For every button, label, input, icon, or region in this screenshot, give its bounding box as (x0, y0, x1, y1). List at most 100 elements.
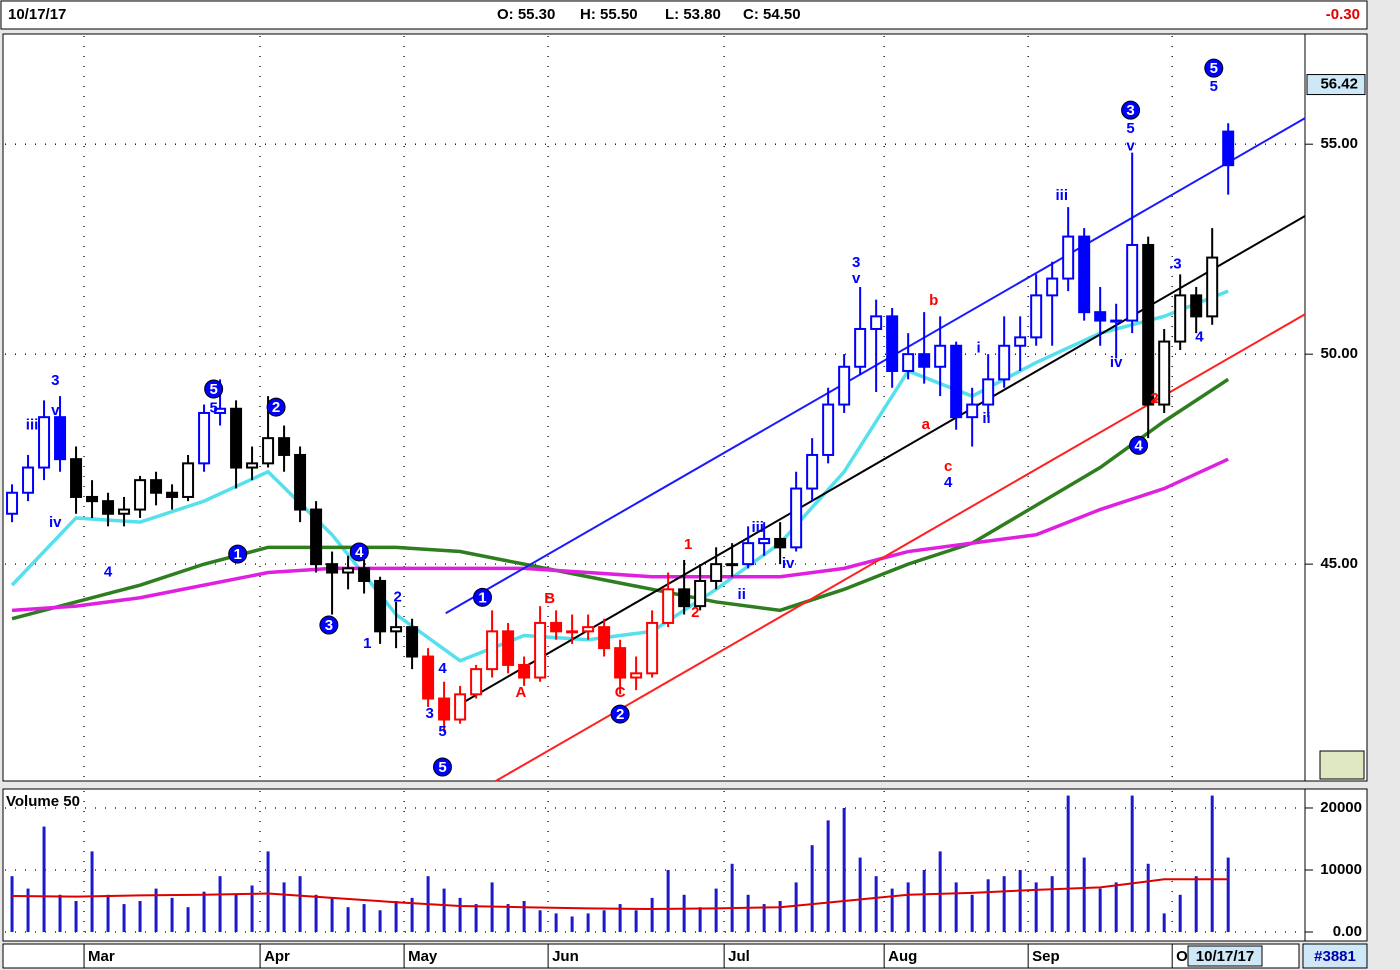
moving-average (11, 377, 1230, 621)
wave-circle (1121, 100, 1141, 120)
volume-bar (618, 904, 622, 932)
wave-label: 5 (1126, 120, 1134, 137)
wave-circle (349, 542, 369, 562)
candle-body (86, 495, 99, 503)
candle-body (854, 327, 867, 368)
candle-body (646, 621, 659, 675)
volume-bar (42, 826, 46, 932)
volume-bar (954, 882, 958, 932)
volume-bar (330, 897, 334, 932)
candle-body (838, 365, 851, 406)
volume-bar (1114, 882, 1118, 932)
x-tick-label: Mar (88, 948, 115, 965)
volume-bar (698, 907, 702, 932)
volume-bar (1002, 876, 1006, 932)
y-tick-label: 45.00 (1320, 555, 1358, 572)
volume-bar (746, 894, 750, 932)
wave-label: v (1126, 137, 1135, 154)
x-tick-label: Apr (264, 948, 290, 965)
wave-label: v (51, 402, 60, 419)
y-tick-label: 10000 (1320, 861, 1362, 878)
candle-body (70, 458, 83, 498)
wave-label: iv (782, 555, 795, 572)
candle-body (1110, 319, 1123, 323)
candle-body (998, 344, 1011, 381)
wave-label: 3 (852, 254, 860, 271)
candle-body (1030, 294, 1043, 339)
wave-circle (432, 757, 452, 777)
volume-bar (458, 897, 462, 932)
candle-body (534, 621, 547, 679)
moving-average (10, 289, 1229, 663)
volume-bar (922, 869, 926, 932)
wave-label: iv (49, 514, 62, 531)
volume-bar (186, 907, 190, 932)
candle-body (518, 663, 531, 679)
volume-bar (378, 910, 382, 932)
candle-body (54, 416, 67, 461)
volume-bar (586, 913, 590, 932)
volume-bar (1050, 876, 1054, 932)
wave-label: 3 (426, 705, 434, 722)
wave-label: ii (738, 586, 746, 603)
candle-body (1062, 235, 1075, 280)
volume-bar (730, 863, 734, 932)
volume-bar (794, 882, 798, 932)
volume-bar (346, 907, 350, 932)
volume-bar (282, 882, 286, 932)
candle-body (918, 353, 931, 368)
wave-label: 2 (272, 399, 280, 416)
volume-bar (1130, 795, 1134, 932)
header-high: H: 55.50 (580, 6, 638, 23)
volume-bar (138, 900, 142, 932)
wave-label: 3 (1126, 102, 1134, 119)
candle-body (22, 466, 35, 494)
wave-circle (1204, 58, 1224, 78)
candle-body (790, 487, 803, 549)
candle-body (182, 462, 195, 498)
wave-label: 4 (355, 544, 364, 561)
wave-label: 1 (363, 635, 371, 652)
wave-label: 2 (1150, 390, 1158, 407)
x-tick-label: May (408, 948, 438, 965)
wave-label: a (922, 416, 931, 433)
date-axis (2, 943, 1300, 969)
candle-body (758, 537, 771, 545)
x-tick-label: Jun (552, 948, 579, 965)
volume-bar (1066, 795, 1070, 932)
wave-circle (319, 615, 339, 635)
wave-label: ii (982, 410, 990, 427)
date-box-label: 10/17/17 (1196, 948, 1254, 965)
wave-label: 1 (233, 546, 241, 563)
candle-body (310, 508, 323, 566)
wave-circle (228, 544, 248, 564)
count-box (1302, 943, 1368, 969)
wave-label: 5 (438, 759, 446, 776)
wave-label: 5 (1210, 78, 1218, 95)
wave-label: v (852, 270, 861, 287)
wave-label: 1 (684, 536, 692, 553)
candle-body (454, 693, 467, 721)
candle-body (886, 315, 899, 372)
last-price-box (1306, 74, 1366, 96)
date-box (1187, 945, 1263, 967)
volume-bar (986, 879, 990, 932)
volume-bar (778, 900, 782, 932)
volume-bar (538, 910, 542, 932)
volume-bar (314, 894, 318, 932)
toolbar-icon[interactable] (1319, 750, 1365, 780)
y-tick-label: 50.00 (1320, 345, 1358, 362)
candle-body (678, 588, 691, 608)
panel-title: Volume 50 (6, 793, 80, 810)
candle-body (326, 563, 339, 574)
candle-body (774, 537, 787, 549)
candle-body (822, 403, 835, 456)
candle-body (470, 668, 483, 696)
candle-body (806, 453, 819, 490)
volume-bar (1178, 894, 1182, 932)
wave-label: 5 (438, 723, 446, 740)
candle-body (246, 462, 259, 469)
volume-bar (634, 910, 638, 932)
volume-bar (858, 857, 862, 932)
